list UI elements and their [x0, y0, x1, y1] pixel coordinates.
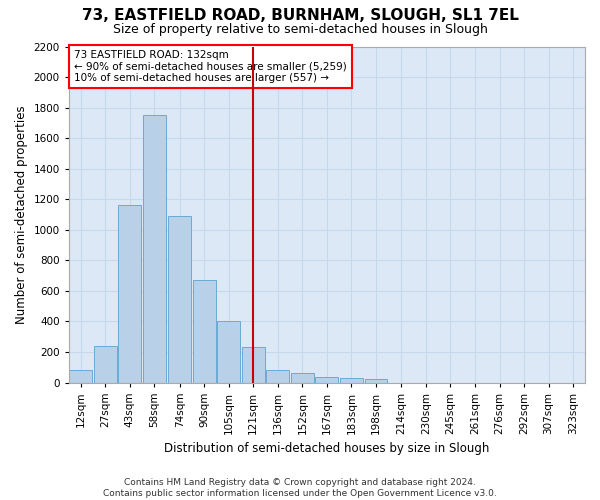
Bar [69, 370, 92, 382]
Bar [143, 115, 166, 382]
Bar [291, 372, 314, 382]
Y-axis label: Number of semi-detached properties: Number of semi-detached properties [15, 105, 28, 324]
X-axis label: Distribution of semi-detached houses by size in Slough: Distribution of semi-detached houses by … [164, 442, 490, 455]
Bar [242, 348, 265, 382]
Bar [94, 346, 117, 383]
Bar [168, 216, 191, 382]
Bar [365, 380, 388, 382]
Bar [193, 280, 215, 382]
Text: Contains HM Land Registry data © Crown copyright and database right 2024.
Contai: Contains HM Land Registry data © Crown c… [103, 478, 497, 498]
Text: Size of property relative to semi-detached houses in Slough: Size of property relative to semi-detach… [113, 22, 487, 36]
Bar [316, 377, 338, 382]
Text: 73 EASTFIELD ROAD: 132sqm
← 90% of semi-detached houses are smaller (5,259)
10% : 73 EASTFIELD ROAD: 132sqm ← 90% of semi-… [74, 50, 347, 83]
Bar [217, 322, 240, 382]
Bar [266, 370, 289, 382]
Text: 73, EASTFIELD ROAD, BURNHAM, SLOUGH, SL1 7EL: 73, EASTFIELD ROAD, BURNHAM, SLOUGH, SL1… [82, 8, 518, 22]
Bar [118, 206, 141, 382]
Bar [340, 378, 363, 382]
